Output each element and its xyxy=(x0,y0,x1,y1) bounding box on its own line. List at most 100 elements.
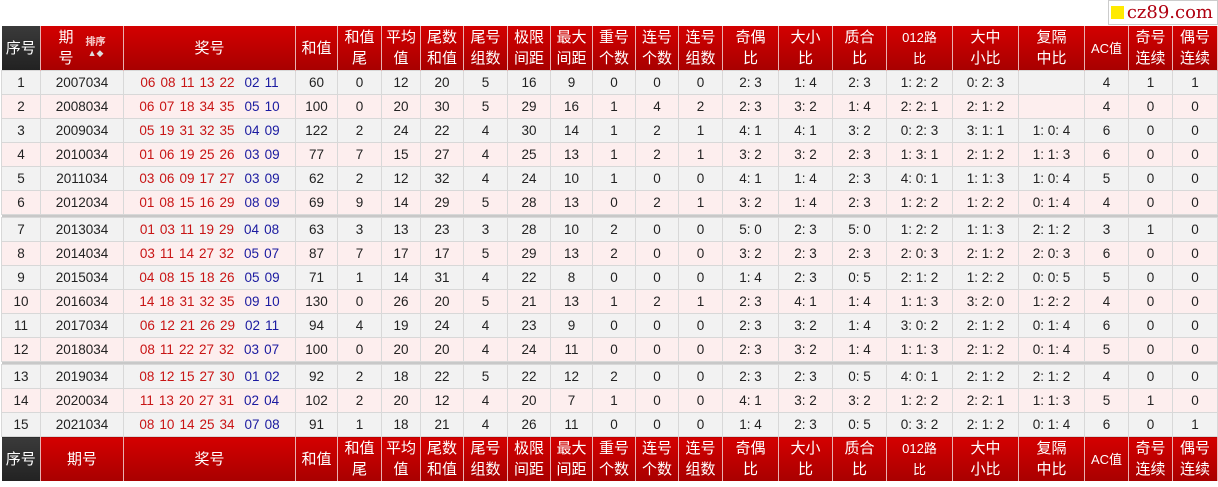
stat-cell: 19 xyxy=(381,313,421,338)
stat-cell: 0 xyxy=(1172,364,1218,389)
stat-cell: 0 xyxy=(1128,190,1173,215)
stat-cell: 2 xyxy=(337,166,382,191)
stat-cell: 4 xyxy=(463,337,508,362)
front-number: 26 xyxy=(199,318,216,333)
stat-cell: 1 xyxy=(678,190,723,215)
column-header: 平均 值 xyxy=(381,436,421,481)
stat-cell: 2: 3 xyxy=(722,70,779,95)
table-row: 9 2015034 04 08 15 18 26 05 09 71 1 14 31 4 22 8 0 0 0 1: 4… xyxy=(1,265,1218,290)
row-number: 1 xyxy=(1,70,41,95)
stat-cell: 1 xyxy=(592,388,636,413)
front-number: 31 xyxy=(219,393,235,408)
stat-cell: 1 xyxy=(592,118,636,143)
column-header: 尾号 组数 xyxy=(463,436,508,481)
column-header: 和值 xyxy=(295,436,338,481)
stat-cell: 24 xyxy=(420,313,464,338)
stat-cell: 63 xyxy=(295,217,338,242)
stat-cell: 4 xyxy=(463,142,508,167)
stat-cell: 5: 0 xyxy=(832,217,887,242)
sort-button[interactable]: 排序 ▲◆ xyxy=(86,37,106,59)
issue-number: 2012034 xyxy=(40,190,124,215)
stat-cell: 6 xyxy=(1084,241,1129,266)
column-header: 复隔 中比 xyxy=(1018,26,1085,71)
back-number: 07 xyxy=(244,417,260,432)
stat-cell: 1 xyxy=(1172,412,1218,437)
column-header: 奖号 xyxy=(123,26,296,71)
stat-cell: 11 xyxy=(550,337,593,362)
front-number: 04 xyxy=(139,270,155,285)
stat-cell: 1 xyxy=(592,94,636,119)
front-number: 05 xyxy=(139,123,155,138)
group-separator xyxy=(1,214,1218,218)
stat-cell: 2: 1: 2 xyxy=(952,337,1019,362)
column-header: 大中 小比 xyxy=(952,26,1019,71)
stat-cell: 102 xyxy=(295,388,338,413)
row-number: 7 xyxy=(1,217,41,242)
stat-cell: 0 xyxy=(678,265,723,290)
stat-cell: 0: 5 xyxy=(832,265,887,290)
stat-cell: 0 xyxy=(1128,337,1173,362)
back-number: 07 xyxy=(264,246,280,261)
column-header: 复隔 中比 xyxy=(1018,436,1085,481)
stat-cell: 2: 3 xyxy=(832,166,887,191)
stat-cell: 71 xyxy=(295,265,338,290)
stat-cell: 2: 1: 2 xyxy=(886,265,953,290)
row-number: 3 xyxy=(1,118,41,143)
stat-cell: 2: 2: 1 xyxy=(952,388,1019,413)
stat-cell: 4 xyxy=(635,94,679,119)
stat-cell: 130 xyxy=(295,289,338,314)
front-number: 08 xyxy=(139,369,155,384)
back-number: 02 xyxy=(245,318,261,333)
back-number: 09 xyxy=(264,123,280,138)
separator-line xyxy=(1,214,1218,218)
front-number: 15 xyxy=(179,270,195,285)
row-number: 14 xyxy=(1,388,41,413)
front-number: 35 xyxy=(219,123,235,138)
front-number: 13 xyxy=(199,75,215,90)
stat-cell: 10 xyxy=(550,217,593,242)
stat-cell: 1 xyxy=(592,142,636,167)
stat-cell: 21 xyxy=(420,412,464,437)
stat-cell: 2: 1: 2 xyxy=(952,364,1019,389)
stat-cell: 1 xyxy=(1128,70,1173,95)
table-row: 14 2020034 11 13 20 27 31 02 04 102 2 20 12 4 20 7 1 0 0 4:… xyxy=(1,388,1218,413)
stat-cell: 2: 1: 2 xyxy=(952,412,1019,437)
stat-cell: 4 xyxy=(463,118,508,143)
draw-numbers: 06 07 18 34 35 05 10 xyxy=(123,94,296,119)
column-header: 连号 个数 xyxy=(635,26,679,71)
column-header: 尾数 和值 xyxy=(420,436,464,481)
front-number: 32 xyxy=(219,246,235,261)
issue-number: 2015034 xyxy=(40,265,124,290)
stat-cell: 4: 1 xyxy=(778,118,833,143)
watermark-text: cz89.com xyxy=(1126,2,1213,23)
stat-cell: 0: 1: 4 xyxy=(1018,412,1085,437)
issue-header: 期 号排序 ▲◆ xyxy=(41,27,123,69)
draw-numbers: 08 10 14 25 34 07 08 xyxy=(123,412,296,437)
row-number: 8 xyxy=(1,241,41,266)
stat-cell: 1: 2: 2 xyxy=(886,190,953,215)
stat-cell: 0 xyxy=(1128,166,1173,191)
stat-cell: 2: 3 xyxy=(778,364,833,389)
stat-cell: 12 xyxy=(420,388,464,413)
draw-numbers: 01 08 15 16 29 08 09 xyxy=(123,190,296,215)
stat-cell: 5 xyxy=(1084,166,1129,191)
issue-number: 2017034 xyxy=(40,313,124,338)
stat-cell: 1: 4 xyxy=(832,289,887,314)
stat-cell: 13 xyxy=(550,289,593,314)
draw-numbers: 08 11 22 27 32 03 07 xyxy=(123,337,296,362)
stat-cell: 12 xyxy=(381,70,421,95)
stat-cell: 21 xyxy=(507,289,551,314)
stat-cell: 0 xyxy=(337,70,382,95)
stat-cell: 2 xyxy=(635,142,679,167)
stat-cell: 1 xyxy=(678,289,723,314)
stat-cell: 0 xyxy=(592,190,636,215)
front-number: 14 xyxy=(139,294,155,309)
back-number: 09 xyxy=(264,147,280,162)
table-row: 11 2017034 06 12 21 26 29 02 11 94 4 19 24 4 23 9 0 0 0 2: … xyxy=(1,313,1218,338)
stat-cell: 1: 4 xyxy=(722,412,779,437)
issue-number: 2019034 xyxy=(40,364,124,389)
stat-cell: 0: 1: 4 xyxy=(1018,190,1085,215)
stat-cell: 0 xyxy=(1172,313,1218,338)
stat-cell: 6 xyxy=(1084,412,1129,437)
stat-cell: 20 xyxy=(507,388,551,413)
